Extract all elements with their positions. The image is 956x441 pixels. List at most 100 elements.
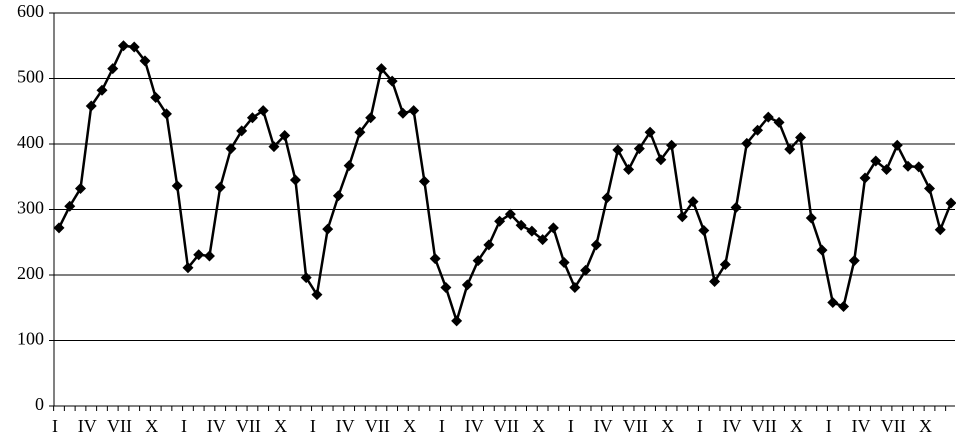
x-tick-label: VII — [752, 416, 777, 436]
marker — [494, 215, 506, 227]
marker — [300, 272, 312, 284]
line — [57, 44, 953, 326]
marker — [709, 276, 721, 288]
marker — [902, 160, 914, 172]
x-tick-label: I — [181, 416, 187, 436]
marker — [236, 125, 248, 137]
marker — [504, 208, 516, 220]
marker — [171, 180, 183, 192]
x-tick-label: VII — [365, 416, 390, 436]
marker — [268, 141, 280, 153]
marker — [623, 164, 635, 176]
marker — [515, 219, 527, 231]
marker — [687, 196, 699, 208]
marker — [816, 244, 828, 256]
marker — [945, 197, 956, 209]
x-tick-label: X — [274, 416, 287, 436]
marker — [633, 143, 645, 155]
marker — [53, 222, 65, 234]
marker — [289, 174, 301, 186]
marker — [838, 300, 850, 312]
marker — [225, 143, 237, 155]
marker — [870, 155, 882, 167]
marker — [719, 259, 731, 271]
x-tick-label: VII — [236, 416, 261, 436]
marker — [644, 126, 656, 138]
marker — [440, 281, 452, 293]
marker — [429, 253, 441, 265]
y-tick-label: 100 — [17, 329, 44, 349]
x-tick-label: IV — [852, 416, 871, 436]
marker — [354, 126, 366, 138]
y-tick-label: 300 — [17, 198, 44, 218]
y-tick-label: 400 — [17, 132, 44, 152]
marker — [375, 63, 387, 75]
x-tick-label: IV — [207, 416, 226, 436]
marker — [85, 100, 97, 112]
x-tick-label: X — [403, 416, 416, 436]
marker — [612, 144, 624, 156]
marker — [891, 139, 903, 151]
x-tick-label: I — [310, 416, 316, 436]
x-tick-label: I — [52, 416, 58, 436]
x-tick-label: X — [145, 416, 158, 436]
marker — [601, 192, 613, 204]
marker — [924, 183, 936, 195]
marker — [741, 137, 753, 149]
marker — [730, 202, 742, 214]
marker — [848, 255, 860, 267]
marker — [193, 249, 205, 261]
marker — [483, 239, 495, 251]
marker — [418, 175, 430, 187]
marker — [257, 105, 269, 117]
marker — [117, 40, 129, 52]
marker — [96, 84, 108, 96]
marker — [537, 234, 549, 246]
x-tick-label: IV — [78, 416, 97, 436]
marker — [332, 190, 344, 202]
marker — [451, 315, 463, 327]
marker — [311, 289, 323, 301]
x-tick-label: IV — [723, 416, 742, 436]
marker — [881, 164, 893, 176]
marker — [365, 112, 377, 124]
marker — [805, 212, 817, 224]
marker — [569, 281, 581, 293]
marker — [461, 279, 473, 291]
x-tick-label: X — [661, 416, 674, 436]
marker — [580, 264, 592, 276]
marker — [203, 250, 215, 262]
marker — [762, 111, 774, 123]
x-tick-label: X — [790, 416, 803, 436]
x-tick-label: X — [532, 416, 545, 436]
marker — [397, 107, 409, 119]
marker — [827, 297, 839, 309]
marker — [74, 183, 86, 195]
marker — [698, 224, 710, 236]
marker — [666, 139, 678, 151]
x-tick-label: I — [568, 416, 574, 436]
marker — [279, 129, 291, 141]
marker — [107, 63, 119, 75]
marker — [795, 131, 807, 143]
marker — [773, 116, 785, 128]
y-tick-label: 600 — [17, 1, 44, 21]
x-tick-label: IV — [594, 416, 613, 436]
marker — [934, 224, 946, 236]
x-tick-label: I — [439, 416, 445, 436]
marker — [655, 154, 667, 166]
marker — [322, 223, 334, 235]
marker — [676, 211, 688, 223]
marker — [547, 222, 559, 234]
marker — [246, 112, 258, 124]
marker — [408, 105, 420, 117]
marker — [64, 200, 76, 212]
marker — [558, 257, 570, 269]
x-tick-label: VII — [623, 416, 648, 436]
marker — [128, 41, 140, 53]
marker — [859, 172, 871, 184]
x-tick-label: VII — [494, 416, 519, 436]
y-tick-label: 0 — [35, 394, 44, 414]
marker — [472, 255, 484, 267]
